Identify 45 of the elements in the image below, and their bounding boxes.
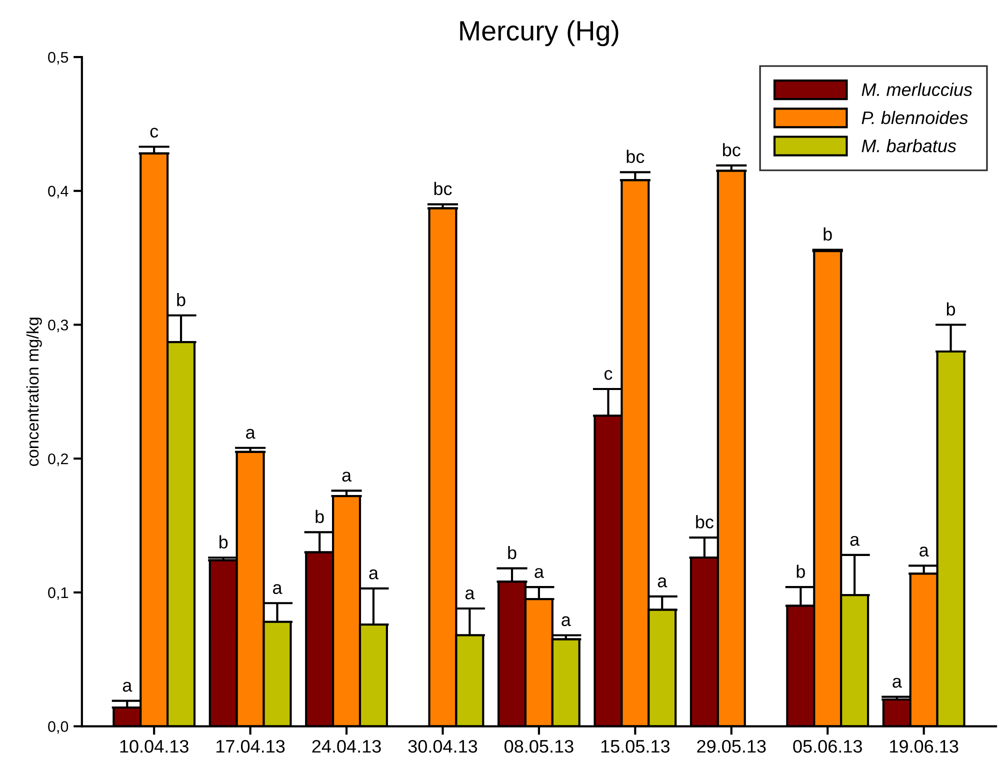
data-label: b [824,227,832,241]
data-label: bc [723,143,740,156]
data-label: a [246,428,256,439]
legend-label: P. blennoides [862,110,968,124]
y-tick-label: 0,1 [48,587,68,600]
x-tick-label: 30.04.13 [408,740,478,753]
x-tick-label: 17.04.13 [216,740,285,753]
legend-label: M. merluccius [862,82,972,96]
legend-label: M. barbatus [862,139,956,152]
x-tick-label: 05.06.13 [793,740,862,753]
data-label: c [150,128,158,138]
data-label: b [796,564,805,578]
data-label: b [508,546,516,560]
data-label: a [534,568,544,578]
data-label: b [946,302,956,316]
data-label: bc [696,515,714,528]
y-tick-label: 0,2 [48,453,68,466]
data-label: b [316,510,324,524]
data-label: a [272,584,282,594]
x-tick-label: 10.04.13 [120,740,188,753]
data-label: a [562,616,571,626]
data-label: a [850,536,860,546]
data-label: bc [434,182,452,196]
y-tick-label: 0,3 [48,320,68,332]
data-label: a [465,589,475,600]
x-tick-label: 19.06.13 [890,740,958,753]
y-tick-label: 0,0 [48,721,68,734]
chart-title: Mercury (Hg) [460,20,618,46]
y-tick-label: 0,4 [48,186,68,198]
x-tick-label: 15.05.13 [601,740,670,753]
y-tick-label: 0,5 [48,52,68,65]
data-label: a [122,682,132,692]
x-tick-label: 08.05.13 [504,740,574,753]
data-label: a [342,472,352,482]
data-label: b [177,292,186,306]
data-label: a [892,678,902,688]
x-tick-label: 24.04.13 [312,740,381,753]
data-label: a [920,546,929,557]
x-tick-label: 29.05.13 [697,740,766,753]
data-label: bc [626,150,644,164]
data-label: b [220,535,228,549]
data-label: a [369,569,378,580]
data-label: a [658,577,668,588]
y-axis-title: concentration mg/kg [26,318,42,466]
data-label: c [604,370,612,380]
